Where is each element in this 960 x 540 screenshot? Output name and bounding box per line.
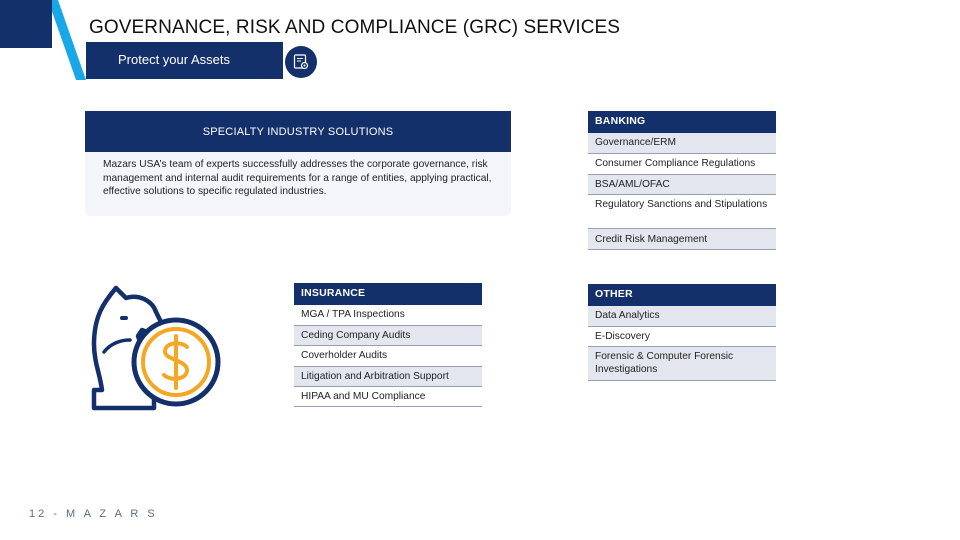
list-item: Ceding Company Audits [294, 326, 482, 346]
banking-heading: BANKING [588, 111, 776, 133]
list-item: Consumer Compliance Regulations [588, 154, 776, 175]
subtitle-text: Protect your Assets [118, 52, 230, 67]
document-gear-icon [285, 46, 317, 78]
specialty-body: Mazars USA’s team of experts successfull… [85, 152, 511, 216]
specialty-heading: SPECIALTY INDUSTRY SOLUTIONS [85, 111, 511, 152]
list-item: HIPAA and MU Compliance [294, 387, 482, 407]
other-list: OTHER Data Analytics E-Discovery Forensi… [588, 284, 776, 381]
list-item: Data Analytics [588, 306, 776, 327]
list-item: MGA / TPA Inspections [294, 305, 482, 326]
footer-page-label: 12 - M A Z A R S [29, 508, 158, 520]
list-item: Litigation and Arbitration Support [294, 367, 482, 387]
header-cyan-accent [0, 0, 86, 80]
insurance-list: INSURANCE MGA / TPA Inspections Ceding C… [294, 283, 482, 407]
specialty-description: Mazars USA’s team of experts successfull… [103, 159, 492, 197]
specialty-heading-text: SPECIALTY INDUSTRY SOLUTIONS [202, 125, 394, 138]
list-item: Governance/ERM [588, 133, 776, 154]
list-item: Regulatory Sanctions and Stipulations [588, 195, 776, 229]
subtitle-bar: Protect your Assets [86, 42, 283, 79]
list-item: Credit Risk Management [588, 229, 776, 250]
list-item: E-Discovery [588, 327, 776, 347]
banking-list: BANKING Governance/ERM Consumer Complian… [588, 111, 776, 250]
list-item: Forensic & Computer Forensic Investigati… [588, 347, 776, 381]
list-item: Coverholder Audits [294, 346, 482, 367]
other-heading: OTHER [588, 284, 776, 306]
chess-knight-dollar-coin-icon [91, 285, 221, 411]
list-item: BSA/AML/OFAC [588, 175, 776, 195]
insurance-heading: INSURANCE [294, 283, 482, 305]
page-title: GOVERNANCE, RISK AND COMPLIANCE (GRC) SE… [89, 17, 621, 38]
